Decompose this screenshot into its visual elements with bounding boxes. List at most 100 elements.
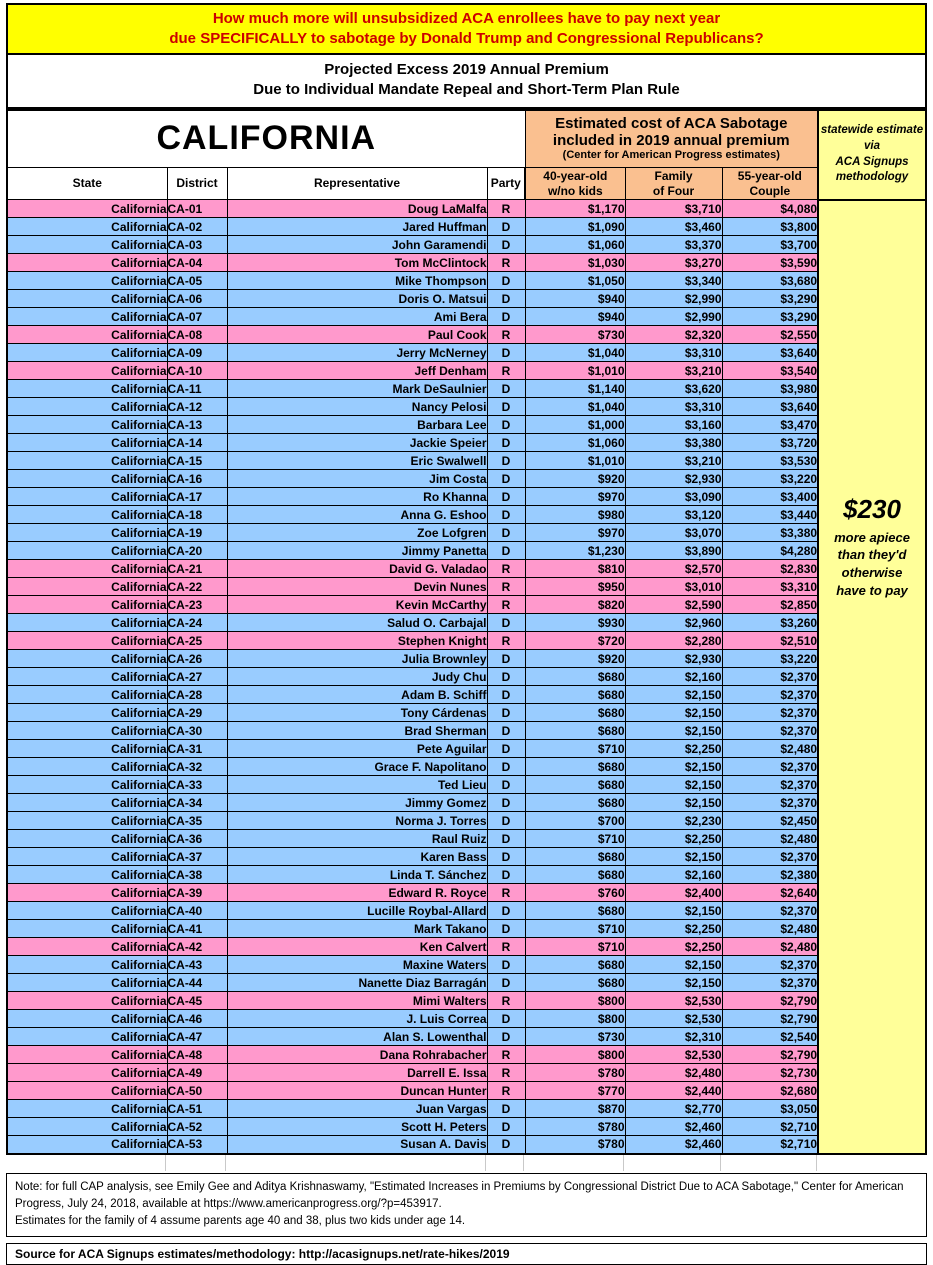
cap-header-line-2: included in 2019 annual premium <box>552 132 790 150</box>
cell-family-premium: $2,160 <box>624 667 723 686</box>
cell-age40-premium: $680 <box>524 703 626 722</box>
cell-representative: Lucille Roybal-Allard <box>226 901 488 920</box>
cell-district: CA-44 <box>166 973 228 992</box>
cell-party: D <box>486 757 526 776</box>
table-row: California CA-26 Julia Brownley D $920 $… <box>6 649 819 668</box>
cell-representative: Nancy Pelosi <box>226 397 488 416</box>
cell-age55-premium: $2,790 <box>721 1009 819 1028</box>
cell-representative: Grace F. Napolitano <box>226 757 488 776</box>
table-row: California CA-05 Mike Thompson D $1,050 … <box>6 271 819 290</box>
cell-state: California <box>6 1045 168 1064</box>
cell-family-premium: $2,150 <box>624 703 723 722</box>
table-row: California CA-23 Kevin McCarthy R $820 $… <box>6 595 819 614</box>
cell-representative: Ro Khanna <box>226 487 488 506</box>
cell-age40-premium: $1,060 <box>524 433 626 452</box>
cell-party: R <box>486 199 526 218</box>
cell-state: California <box>6 595 168 614</box>
cell-party: D <box>486 469 526 488</box>
cell-family-premium: $2,150 <box>624 793 723 812</box>
cell-family-premium: $2,160 <box>624 865 723 884</box>
cell-family-premium: $2,150 <box>624 901 723 920</box>
cell-party: D <box>486 505 526 524</box>
cell-family-premium: $2,150 <box>624 775 723 794</box>
title-row: CALIFORNIA Estimated cost of ACA Sabotag… <box>6 109 819 168</box>
cell-family-premium: $3,210 <box>624 361 723 380</box>
cell-representative: Mark Takano <box>226 919 488 938</box>
cell-district: CA-34 <box>166 793 228 812</box>
cell-state: California <box>6 415 168 434</box>
cell-representative: Alan S. Lowenthal <box>226 1027 488 1046</box>
cell-state: California <box>6 739 168 758</box>
cell-family-premium: $3,070 <box>624 523 723 542</box>
cell-state: California <box>6 883 168 902</box>
cell-family-premium: $3,370 <box>624 235 723 254</box>
cell-representative: Jim Costa <box>226 469 488 488</box>
table-body: California CA-01 Doug LaMalfa R $1,170 $… <box>6 199 819 1154</box>
cell-party: R <box>486 325 526 344</box>
table-row: California CA-31 Pete Aguilar D $710 $2,… <box>6 739 819 758</box>
cell-age55-premium: $2,370 <box>721 955 819 974</box>
cell-representative: Jimmy Panetta <box>226 541 488 560</box>
cell-family-premium: $2,150 <box>624 955 723 974</box>
cell-family-premium: $3,380 <box>624 433 723 452</box>
cell-age55-premium: $3,720 <box>721 433 819 452</box>
cell-district: CA-24 <box>166 613 228 632</box>
table-row: California CA-48 Dana Rohrabacher R $800… <box>6 1045 819 1064</box>
cell-representative: Zoe Lofgren <box>226 523 488 542</box>
cell-district: CA-15 <box>166 451 228 470</box>
cell-representative: Duncan Hunter <box>226 1081 488 1100</box>
cell-family-premium: $3,620 <box>624 379 723 398</box>
cell-state: California <box>6 775 168 794</box>
cell-district: CA-40 <box>166 901 228 920</box>
table-row: California CA-50 Duncan Hunter R $770 $2… <box>6 1081 819 1100</box>
table-row: California CA-21 David G. Valadao R $810… <box>6 559 819 578</box>
cell-age55-premium: $2,480 <box>721 829 819 848</box>
cell-party: D <box>486 289 526 308</box>
cell-representative: Raul Ruiz <box>226 829 488 848</box>
cell-state: California <box>6 343 168 362</box>
cell-party: D <box>486 271 526 290</box>
cell-age55-premium: $3,050 <box>721 1099 819 1118</box>
cell-age40-premium: $680 <box>524 901 626 920</box>
table-row: California CA-28 Adam B. Schiff D $680 $… <box>6 685 819 704</box>
cell-party: D <box>486 433 526 452</box>
cell-representative: Stephen Knight <box>226 631 488 650</box>
cell-state: California <box>6 379 168 398</box>
cell-district: CA-10 <box>166 361 228 380</box>
cell-family-premium: $2,990 <box>624 307 723 326</box>
cell-district: CA-03 <box>166 235 228 254</box>
cell-district: CA-28 <box>166 685 228 704</box>
table-row: California CA-53 Susan A. Davis D $780 $… <box>6 1135 819 1154</box>
sidebar-estimate-cell: $230 more apiece than they'd otherwise h… <box>819 200 927 1155</box>
cell-age40-premium: $710 <box>524 919 626 938</box>
cell-party: D <box>486 1027 526 1046</box>
cell-state: California <box>6 847 168 866</box>
cell-representative: Jimmy Gomez <box>226 793 488 812</box>
cell-district: CA-49 <box>166 1063 228 1082</box>
cell-age55-premium: $3,380 <box>721 523 819 542</box>
cell-district: CA-17 <box>166 487 228 506</box>
cell-age40-premium: $920 <box>524 469 626 488</box>
cell-age55-premium: $2,480 <box>721 739 819 758</box>
cell-age55-premium: $2,370 <box>721 703 819 722</box>
cell-state: California <box>6 955 168 974</box>
table-row: California CA-46 J. Luis Correa D $800 $… <box>6 1009 819 1028</box>
column-header-row: State District Representative Party 40-y… <box>6 167 819 200</box>
cell-family-premium: $2,440 <box>624 1081 723 1100</box>
cell-state: California <box>6 451 168 470</box>
column-header-representative: Representative <box>226 167 488 200</box>
cell-district: CA-08 <box>166 325 228 344</box>
cell-state: California <box>6 721 168 740</box>
cell-age40-premium: $680 <box>524 847 626 866</box>
cell-age40-premium: $1,090 <box>524 217 626 236</box>
cell-age40-premium: $710 <box>524 739 626 758</box>
cell-representative: Tom McClintock <box>226 253 488 272</box>
cell-district: CA-12 <box>166 397 228 416</box>
cell-party: R <box>486 1063 526 1082</box>
table-row: California CA-47 Alan S. Lowenthal D $73… <box>6 1027 819 1046</box>
cell-state: California <box>6 433 168 452</box>
table-row: California CA-39 Edward R. Royce R $760 … <box>6 883 819 902</box>
cell-representative: Scott H. Peters <box>226 1117 488 1136</box>
cell-representative: Darrell E. Issa <box>226 1063 488 1082</box>
table-row: California CA-06 Doris O. Matsui D $940 … <box>6 289 819 308</box>
